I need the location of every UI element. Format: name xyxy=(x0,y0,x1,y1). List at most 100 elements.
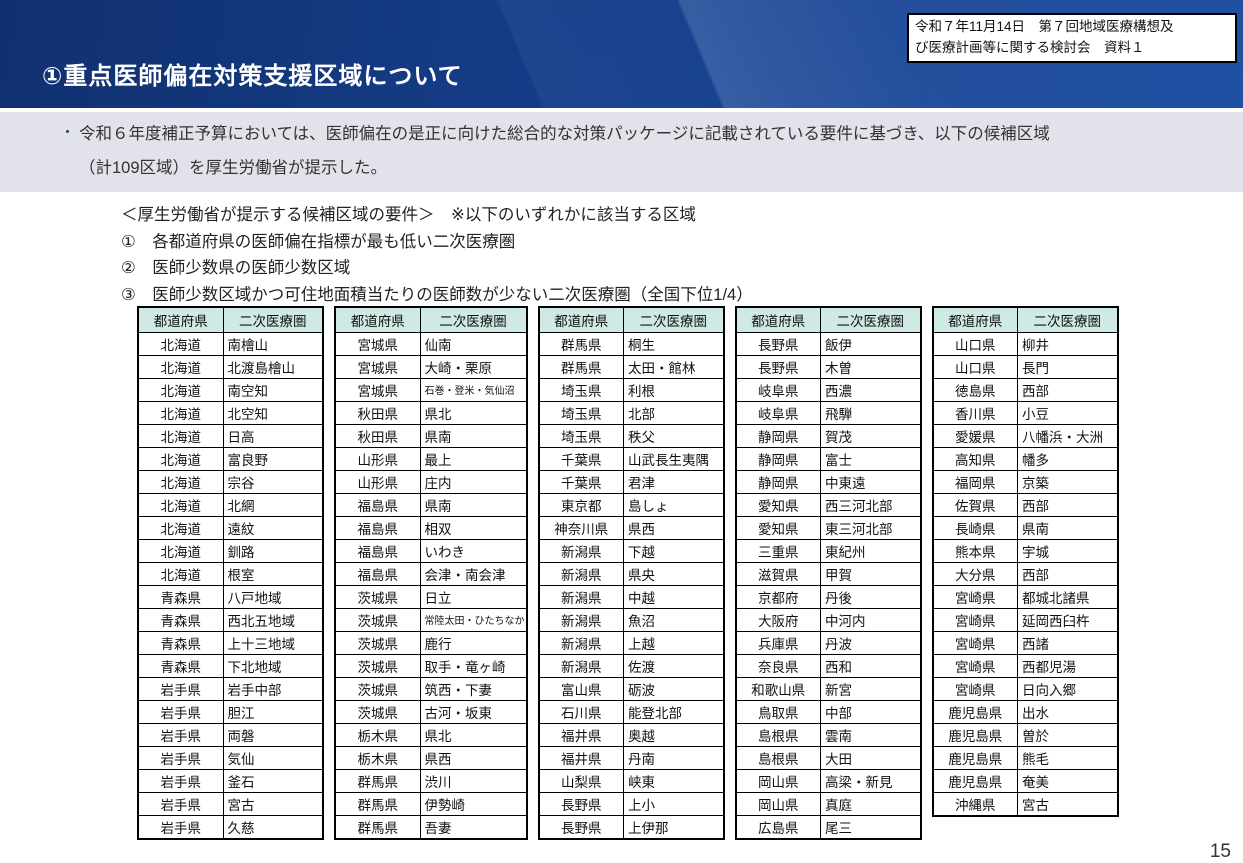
medical-area-cell: 会津・南会津 xyxy=(419,561,527,586)
medical-area-cell: 伊勢崎 xyxy=(419,791,527,816)
table-row: 鹿児島県 出水 xyxy=(932,699,1118,724)
table-row: 埼玉県 利根 xyxy=(538,377,724,402)
prefecture-column-header: 都道府県 xyxy=(932,306,1018,333)
medical-area-cell: 秩父 xyxy=(623,423,724,448)
table-row: 北海道 日高 xyxy=(137,423,324,448)
medical-area-cell: 上小 xyxy=(623,791,724,816)
prefecture-cell: 山口県 xyxy=(932,331,1018,356)
medical-area-cell: 宇城 xyxy=(1017,538,1118,563)
prefecture-cell: 青森県 xyxy=(137,630,224,655)
medical-area-cell: 上十三地域 xyxy=(222,630,324,655)
table-row: 岩手県 久慈 xyxy=(137,814,324,839)
medical-area-cell: 県北 xyxy=(419,400,527,425)
table-row: 鹿児島県 熊毛 xyxy=(932,745,1118,770)
prefecture-cell: 北海道 xyxy=(137,446,224,471)
prefecture-cell: 福井県 xyxy=(538,745,624,770)
medical-area-cell: 鹿行 xyxy=(419,630,527,655)
medical-area-cell: 渋川 xyxy=(419,768,527,793)
document-reference-line2: び医療計画等に関する検討会 資料１ xyxy=(915,39,1145,55)
table-row: 群馬県 吾妻 xyxy=(334,814,527,839)
prefecture-cell: 青森県 xyxy=(137,653,224,678)
medical-area-cell: 飛騨 xyxy=(820,400,921,425)
table-row: 北海道 南檜山 xyxy=(137,331,324,356)
medical-area-cell: 県南 xyxy=(419,492,527,517)
medical-area-cell: 飯伊 xyxy=(820,331,921,356)
medical-area-cell: 両磐 xyxy=(222,722,324,747)
prefecture-cell: 北海道 xyxy=(137,515,224,540)
medical-area-cell: 常陸太田・ひたちなか xyxy=(419,607,527,632)
table-row: 長崎県 県南 xyxy=(932,515,1118,540)
page-number: 15 xyxy=(1209,841,1231,862)
table-row: 静岡県 中東遠 xyxy=(735,469,921,494)
table-row: 奈良県 西和 xyxy=(735,653,921,678)
prefecture-cell: 宮崎県 xyxy=(932,676,1018,701)
table-row: 鳥取県 中部 xyxy=(735,699,921,724)
medical-area-cell: 桐生 xyxy=(623,331,724,356)
prefecture-cell: 埼玉県 xyxy=(538,400,624,425)
medical-area-cell: 柳井 xyxy=(1017,331,1118,356)
medical-area-cell: 西部 xyxy=(1017,561,1118,586)
table-row: 宮城県 仙南 xyxy=(334,331,527,356)
prefecture-cell: 宮崎県 xyxy=(932,653,1018,678)
medical-area-cell: 利根 xyxy=(623,377,724,402)
medical-area-cell: 真庭 xyxy=(820,791,921,816)
medical-area-cell: 仙南 xyxy=(419,331,527,356)
prefecture-cell: 北海道 xyxy=(137,469,224,494)
table-row: 茨城県 鹿行 xyxy=(334,630,527,655)
prefecture-cell: 鹿児島県 xyxy=(932,745,1018,770)
medical-area-cell: 古河・坂東 xyxy=(419,699,527,724)
prefecture-cell: 茨城県 xyxy=(334,653,421,678)
medical-area-cell: 西部 xyxy=(1017,377,1118,402)
table-row: 東京都 島しょ xyxy=(538,492,724,517)
medical-area-cell: 延岡西臼杵 xyxy=(1017,607,1118,632)
medical-area-cell: 大田 xyxy=(820,745,921,770)
prefecture-cell: 岡山県 xyxy=(735,768,821,793)
table-row: 島根県 雲南 xyxy=(735,722,921,747)
table-row: 茨城県 常陸太田・ひたちなか xyxy=(334,607,527,632)
table-row: 岐阜県 飛騨 xyxy=(735,400,921,425)
intro-band: ・ 令和６年度補正予算においては、医師偏在の是正に向けた総合的な対策パッケージに… xyxy=(0,112,1243,192)
prefecture-cell: 宮城県 xyxy=(334,354,421,379)
medical-area-cell: 峡東 xyxy=(623,768,724,793)
medical-area-cell: 上伊那 xyxy=(623,814,724,839)
prefecture-cell: 千葉県 xyxy=(538,469,624,494)
medical-area-cell: 取手・竜ヶ崎 xyxy=(419,653,527,678)
table-row: 宮崎県 都城北諸県 xyxy=(932,584,1118,609)
medical-area-cell: 中河内 xyxy=(820,607,921,632)
table-row: 北海道 根室 xyxy=(137,561,324,586)
prefecture-cell: 群馬県 xyxy=(538,331,624,356)
medical-area-cell: 筑西・下妻 xyxy=(419,676,527,701)
prefecture-column-header: 都道府県 xyxy=(735,306,821,333)
prefecture-cell: 静岡県 xyxy=(735,446,821,471)
table-row: 鹿児島県 曽於 xyxy=(932,722,1118,747)
prefecture-cell: 茨城県 xyxy=(334,676,421,701)
medical-area-cell: 尾三 xyxy=(820,814,921,839)
prefecture-cell: 岐阜県 xyxy=(735,377,821,402)
region-table-2: 都道府県 二次医療圏 宮城県 仙南 宮城県 大崎・栗原 宮城県 石巻・登米・気仙沼 秋田県 県北秋… xyxy=(334,306,528,840)
medical-area-column-header: 二次医療圏 xyxy=(820,306,921,333)
table-row: 宮城県 石巻・登米・気仙沼 xyxy=(334,377,527,402)
medical-area-cell: 小豆 xyxy=(1017,400,1118,425)
prefecture-cell: 福岡県 xyxy=(932,469,1018,494)
table-row: 大阪府 中河内 xyxy=(735,607,921,632)
prefecture-cell: 静岡県 xyxy=(735,423,821,448)
table-row: 愛知県 西三河北部 xyxy=(735,492,921,517)
table-row: 島根県 大田 xyxy=(735,745,921,770)
medical-area-cell: 出水 xyxy=(1017,699,1118,724)
prefecture-cell: 奈良県 xyxy=(735,653,821,678)
prefecture-cell: 京都府 xyxy=(735,584,821,609)
table-row: 宮崎県 西都児湯 xyxy=(932,653,1118,678)
table-row: 新潟県 上越 xyxy=(538,630,724,655)
table-row: 岩手県 岩手中部 xyxy=(137,676,324,701)
medical-area-cell: 幡多 xyxy=(1017,446,1118,471)
prefecture-cell: 静岡県 xyxy=(735,469,821,494)
prefecture-cell: 鹿児島県 xyxy=(932,722,1018,747)
prefecture-cell: 長野県 xyxy=(735,331,821,356)
table-row: 群馬県 伊勢崎 xyxy=(334,791,527,816)
medical-area-cell: 東三河北部 xyxy=(820,515,921,540)
table-row: 新潟県 魚沼 xyxy=(538,607,724,632)
table-row: 鹿児島県 奄美 xyxy=(932,768,1118,793)
table-row: 茨城県 筑西・下妻 xyxy=(334,676,527,701)
document-reference-box: 令和７年11月14日 第７回地域医療構想及 び医療計画等に関する検討会 資料１ xyxy=(907,13,1237,63)
prefecture-cell: 北海道 xyxy=(137,377,224,402)
